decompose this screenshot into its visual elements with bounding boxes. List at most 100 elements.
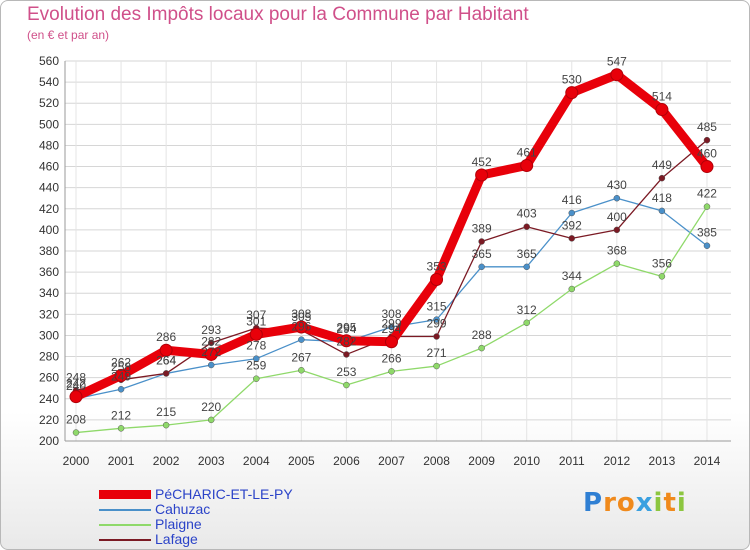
logo-letter: o — [616, 488, 636, 518]
chart-title: Evolution des Impôts locaux pour la Comm… — [27, 4, 529, 25]
data-point — [568, 235, 576, 242]
data-label: 416 — [562, 193, 582, 207]
x-tick-label: 2013 — [649, 454, 676, 468]
y-tick-label: 340 — [39, 286, 59, 300]
data-label: 353 — [427, 260, 447, 274]
data-point — [703, 242, 711, 249]
data-label: 240 — [66, 379, 86, 393]
data-point — [207, 339, 215, 347]
x-tick-label: 2008 — [423, 454, 450, 468]
data-label: 282 — [201, 334, 221, 348]
y-tick-label: 420 — [39, 202, 59, 216]
logo-letter: i — [653, 488, 664, 518]
data-point — [658, 174, 666, 182]
data-point — [610, 68, 624, 82]
data-label: 293 — [201, 323, 221, 337]
data-label: 296 — [291, 320, 311, 334]
y-tick-label: 380 — [39, 244, 59, 258]
logo-letter: t — [663, 488, 677, 518]
y-tick-label: 220 — [39, 413, 59, 427]
data-point — [339, 334, 353, 348]
data-point — [658, 207, 666, 215]
data-label: 208 — [66, 413, 86, 427]
data-label: 449 — [652, 158, 672, 172]
y-tick-label: 260 — [39, 371, 59, 385]
legend-swatch — [99, 509, 151, 511]
data-label: 282 — [336, 334, 356, 348]
data-label: 259 — [246, 359, 266, 373]
y-tick-label: 500 — [39, 117, 59, 131]
y-tick-label: 280 — [39, 350, 59, 364]
data-label: 299 — [427, 317, 447, 331]
data-point — [204, 347, 218, 361]
y-tick-label: 540 — [39, 75, 59, 89]
data-label: 365 — [472, 247, 492, 261]
y-tick-label: 360 — [39, 265, 59, 279]
data-point — [253, 375, 260, 382]
data-point — [703, 136, 711, 144]
data-point — [700, 160, 714, 174]
data-point — [388, 368, 395, 375]
data-label: 305 — [291, 310, 311, 324]
x-tick-label: 2007 — [378, 454, 405, 468]
x-tick-label: 2003 — [198, 454, 225, 468]
data-point — [117, 386, 125, 393]
data-label: 294 — [381, 322, 401, 336]
data-label: 365 — [517, 247, 537, 261]
proxiti-logo: Proxiti — [583, 488, 687, 518]
data-label: 392 — [562, 218, 582, 232]
data-point — [613, 260, 621, 267]
y-tick-label: 240 — [39, 392, 59, 406]
data-label: 368 — [607, 244, 627, 258]
data-point — [388, 323, 395, 331]
legend-swatch — [99, 539, 151, 541]
data-label: 356 — [652, 256, 672, 270]
data-point — [207, 416, 215, 424]
data-label: 418 — [652, 191, 672, 205]
data-point — [613, 194, 621, 202]
data-point — [343, 381, 350, 389]
y-tick-label: 400 — [39, 223, 59, 237]
data-label: 220 — [201, 400, 221, 414]
data-point — [253, 355, 260, 362]
data-label: 385 — [697, 226, 717, 240]
x-tick-label: 2001 — [108, 454, 135, 468]
x-tick-label: 2014 — [694, 454, 721, 468]
data-label: 400 — [607, 210, 627, 224]
data-label: 294 — [336, 322, 356, 336]
data-label: 299 — [381, 317, 401, 331]
data-label: 253 — [336, 365, 356, 379]
data-point — [294, 320, 308, 334]
data-point — [433, 333, 440, 340]
data-label: 422 — [697, 187, 717, 201]
data-label: 452 — [472, 155, 492, 169]
data-point — [159, 343, 173, 357]
legend-swatch — [99, 524, 151, 526]
data-label: 344 — [562, 269, 582, 283]
data-point — [478, 238, 485, 245]
legend-label: Lafage — [155, 531, 198, 547]
logo-letter: r — [603, 488, 617, 518]
y-tick-label: 520 — [39, 96, 59, 110]
data-point — [478, 344, 485, 352]
data-label: 460 — [697, 147, 717, 161]
data-point — [384, 335, 398, 349]
data-point — [69, 390, 83, 404]
data-label: 530 — [562, 73, 582, 87]
y-tick-label: 300 — [39, 328, 59, 342]
x-tick-label: 2010 — [513, 454, 540, 468]
legend-swatch — [99, 490, 151, 499]
data-label: 264 — [156, 353, 176, 367]
data-point — [433, 316, 440, 323]
data-point — [475, 168, 489, 182]
data-point — [298, 336, 305, 343]
data-label: 248 — [66, 370, 86, 384]
data-point — [298, 367, 305, 374]
data-point — [72, 429, 80, 436]
data-label: 430 — [607, 178, 627, 192]
x-tick-label: 2005 — [288, 454, 315, 468]
data-label: 308 — [381, 307, 401, 321]
data-point — [703, 203, 711, 210]
